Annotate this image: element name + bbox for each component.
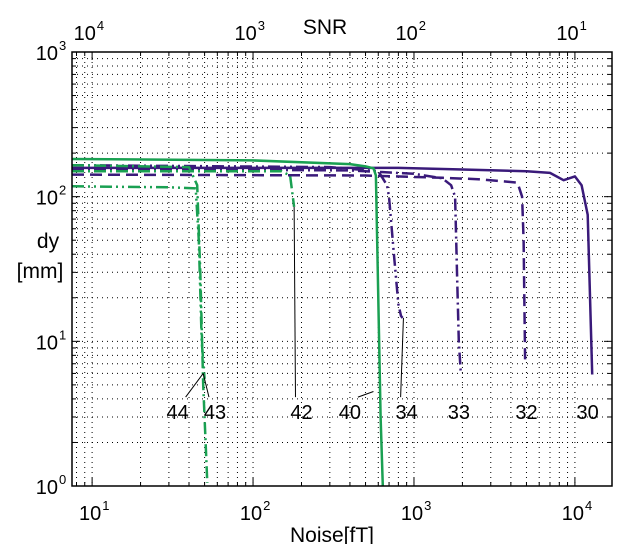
series-line-40 [71, 157, 385, 487]
x-tick-label: 10 4 [562, 498, 592, 525]
y-tick-label-base: 10 [36, 188, 58, 210]
plot-frame [71, 51, 613, 487]
series-line-42 [72, 169, 296, 208]
top-tick-label-base: 10 [74, 23, 96, 45]
top-tick-label: 10 2 [395, 18, 425, 45]
y-tick-label-exponent: 2 [59, 183, 66, 198]
y-tick-label-base: 10 [36, 477, 58, 499]
top-tick-label: 10 1 [556, 18, 586, 45]
annotation-leader-42 [293, 206, 296, 398]
annotation-leader-43 [202, 373, 210, 398]
annotation-44: 44 [167, 402, 189, 424]
annotation-33: 33 [448, 402, 470, 424]
annotation-32: 32 [515, 402, 537, 424]
y-tick-label: 10 0 [36, 472, 66, 499]
y-tick-label-base: 10 [36, 332, 58, 354]
x-tick-label: 10 1 [79, 498, 109, 525]
annotation-leader-44 [185, 373, 204, 398]
series-line-33 [71, 167, 462, 372]
top-tick-label-exponent: 4 [97, 18, 104, 33]
tick-group: 10 1 10 2 10 3 10 410 4 10 3 10 2 10 110 010 110 210 3 [36, 18, 612, 525]
y-tick-label-base: 10 [36, 43, 58, 65]
top-tick-label: 10 4 [74, 18, 104, 45]
annotation-leader-40 [357, 391, 374, 398]
x-tick-label-base: 10 [240, 503, 262, 525]
y-tick-label-exponent: 3 [59, 38, 66, 53]
top-tick-label-exponent: 1 [580, 18, 587, 33]
series-line-34 [71, 163, 404, 319]
series-line-30 [72, 166, 594, 375]
top-axis-label: SNR [303, 16, 347, 39]
x-axis-label: Noise[fT] [290, 524, 374, 544]
annotation-30: 30 [577, 402, 599, 424]
x-tick-label-base: 10 [401, 503, 423, 525]
x-tick-label-exponent: 2 [263, 498, 270, 513]
top-tick-label-exponent: 2 [419, 18, 426, 33]
series-group [71, 157, 594, 487]
series-line-32 [71, 173, 527, 360]
annotation-34: 34 [395, 402, 417, 424]
y-tick-label-exponent: 0 [59, 472, 66, 487]
x-tick-label: 10 3 [401, 498, 431, 525]
x-tick-label-exponent: 3 [424, 498, 431, 513]
top-tick-label-base: 10 [395, 23, 417, 45]
top-tick-label-base: 10 [556, 23, 578, 45]
x-tick-label-base: 10 [79, 503, 101, 525]
top-tick-label-base: 10 [235, 23, 257, 45]
annotation-leader-34 [400, 317, 404, 398]
x-tick-label-exponent: 4 [585, 498, 592, 513]
annotation-42: 42 [290, 402, 312, 424]
y-axis-label-line1: dy [37, 230, 60, 253]
y-tick-label: 10 2 [36, 183, 66, 210]
x-tick-label-exponent: 1 [102, 498, 109, 513]
y-tick-label: 10 3 [36, 38, 66, 65]
top-tick-label-exponent: 3 [258, 18, 265, 33]
x-tick-label-base: 10 [562, 503, 584, 525]
y-tick-label-exponent: 1 [59, 327, 66, 342]
x-tick-label: 10 2 [240, 498, 270, 525]
annotation-40: 40 [339, 402, 361, 424]
y-tick-label: 10 1 [36, 327, 66, 354]
annotation-43: 43 [204, 402, 226, 424]
y-axis-label-line2: [mm] [17, 260, 64, 283]
annotation-group: 44 43 42 40 34 33 32 30 [167, 206, 599, 424]
plot-border [71, 51, 613, 487]
series-line-44 [71, 163, 209, 483]
top-tick-label: 10 3 [235, 18, 265, 45]
